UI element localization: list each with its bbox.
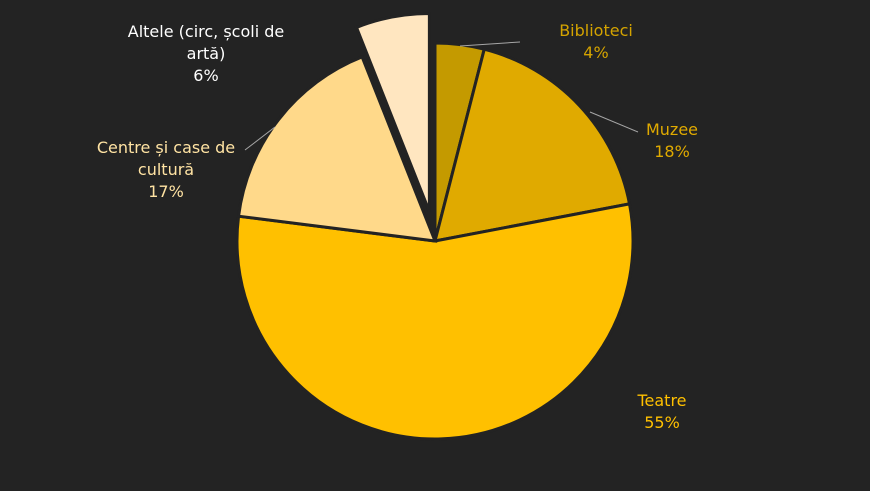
data-label-category-1: Muzee — [646, 120, 698, 139]
data-label-category-4: artă) — [187, 44, 226, 63]
pie-slice-1 — [432, 47, 632, 243]
leader-line-0 — [459, 41, 521, 47]
data-label-value-3: 17% — [148, 182, 184, 201]
data-label-category-2: Teatre — [636, 391, 686, 410]
data-label-category-3: cultură — [138, 160, 194, 179]
data-label-category-3: Centre și case de — [97, 138, 235, 157]
data-label-value-4: 6% — [193, 66, 218, 85]
data-label-category-4: Altele (circ, școli de — [128, 22, 284, 41]
pie-slice-2 — [235, 202, 635, 441]
leader-line-3 — [244, 126, 276, 151]
pie-slice-4 — [354, 12, 431, 213]
data-label-category-0: Biblioteci — [559, 21, 633, 40]
leader-line-1 — [589, 111, 639, 133]
data-label-value-1: 18% — [654, 142, 690, 161]
data-label-value-2: 55% — [644, 413, 680, 432]
pie-slice-3 — [236, 54, 438, 243]
data-label-value-0: 4% — [583, 43, 608, 62]
